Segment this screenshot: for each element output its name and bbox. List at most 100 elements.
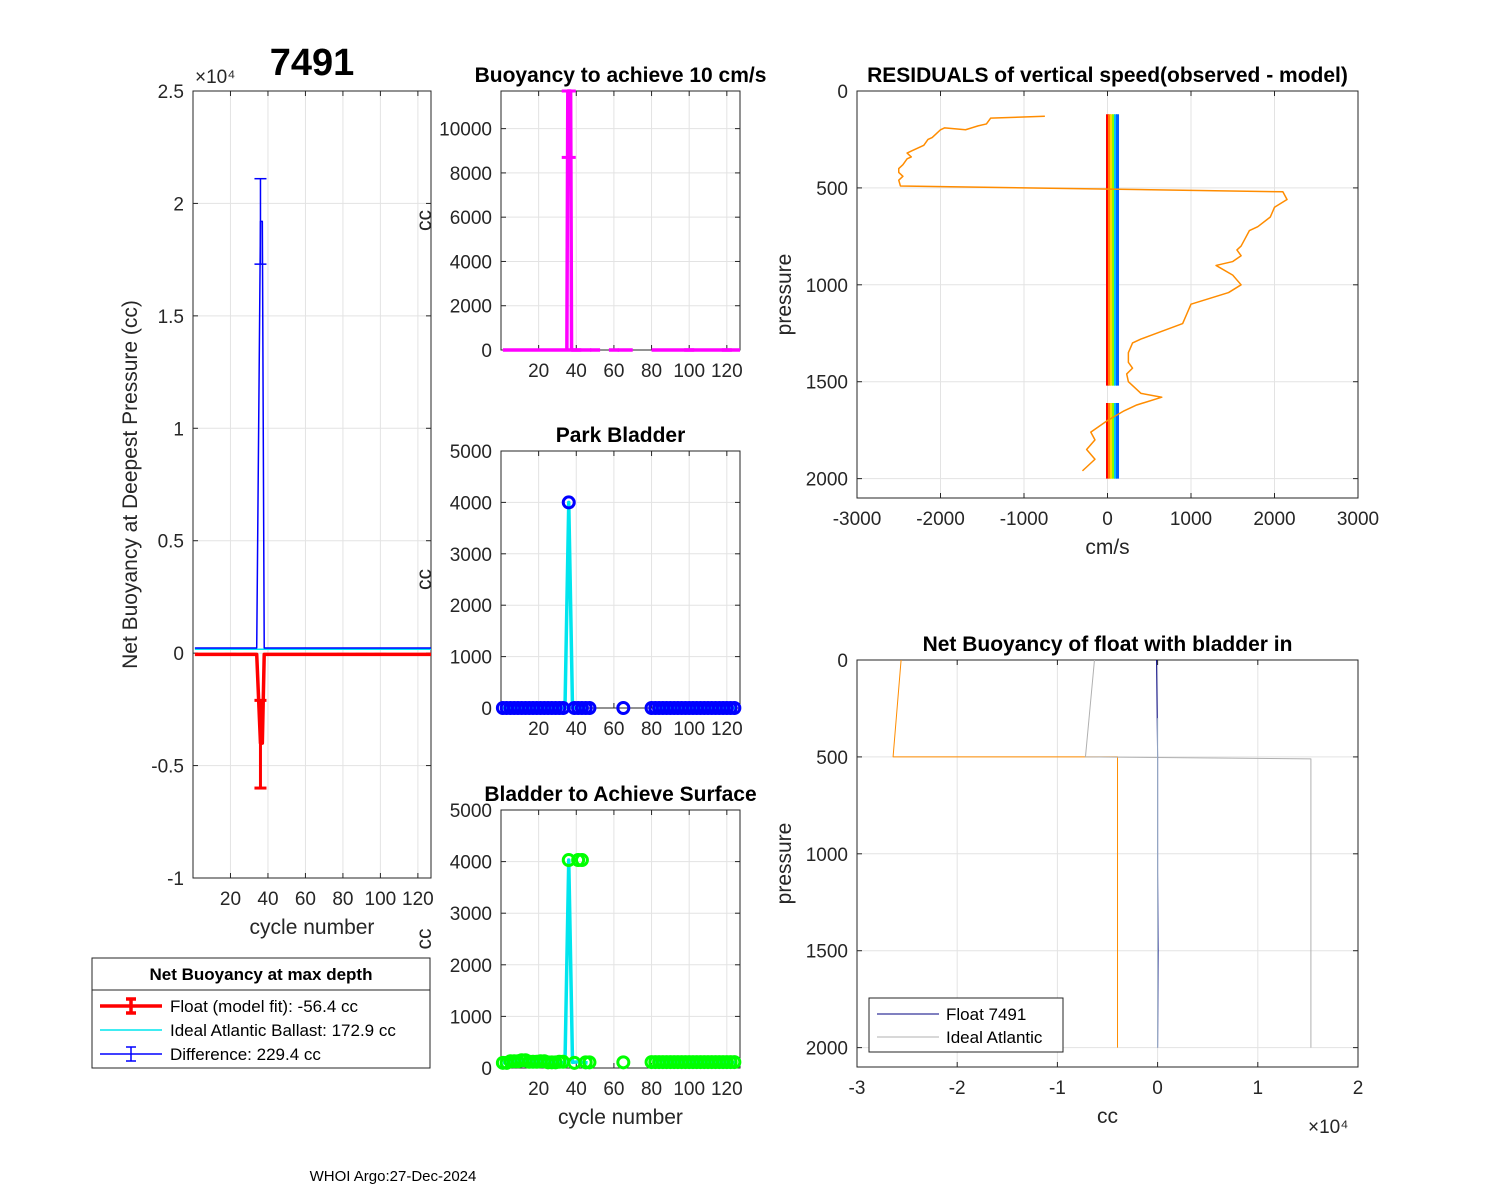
x-tick-label: 0 xyxy=(1152,1078,1163,1099)
axes-residuals: -3000 -2000 -1000 0 1000 2000 3000 0 500 1000 1500… xyxy=(773,64,1379,559)
y-tick-label: 2000 xyxy=(450,297,492,318)
y-axis-label: cc xyxy=(413,210,436,231)
x-axis-label: cm/s xyxy=(1085,536,1129,559)
x-tick-label: 120 xyxy=(711,361,743,382)
y-tick-label: 0.5 xyxy=(158,532,184,553)
axes-net_buoyancy_deepest: 20 40 60 80 100 120 -1 -0.5 0 0.5 1 1.5 2 2.5 cycle nu… xyxy=(119,67,434,939)
axes-bladder_surface: 20 40 60 80 100 120 0 1000 2000 3000 4000 5000Bladd… xyxy=(413,783,757,1129)
y-tick-label: 2000 xyxy=(450,596,492,617)
footer-text: WHOI Argo:27-Dec-2024 xyxy=(310,1168,477,1185)
x-tick-label: 20 xyxy=(220,889,241,910)
profile-line xyxy=(1084,659,1312,1048)
chart-title: Net Buoyancy of float with bladder in xyxy=(923,633,1293,656)
bladder-marker xyxy=(582,1055,597,1070)
y-tick-label: -0.5 xyxy=(151,757,184,778)
axes-net_buoyancy_bladder_in: -3 -2 -1 0 1 2 0 500 1000 1500 2000 Net Buoyancy of… xyxy=(773,633,1363,1138)
x-tick-label: 60 xyxy=(295,889,316,910)
x-axis-label: cycle number xyxy=(250,916,375,939)
x-tick-label: 40 xyxy=(566,1079,587,1100)
x-tick-label: 80 xyxy=(332,889,353,910)
x-tick-label: -2 xyxy=(949,1078,966,1099)
y-tick-label: 1000 xyxy=(806,845,848,866)
y-tick-label: 1500 xyxy=(806,942,848,963)
x-tick-label: 20 xyxy=(528,719,549,740)
x-tick-label: 1000 xyxy=(1170,509,1212,530)
profile-line xyxy=(892,659,1119,1048)
chart-title: Bladder to Achieve Surface xyxy=(484,783,756,806)
plot-background xyxy=(193,91,431,878)
series-float-line xyxy=(194,652,431,745)
legend-bladder-in: Float 7491 Ideal Atlantic xyxy=(868,997,1064,1053)
y-tick-label: 8000 xyxy=(450,164,492,185)
y-exponent-label: ×10⁴ xyxy=(195,67,235,88)
y-tick-label: 500 xyxy=(816,748,848,769)
x-tick-label: 20 xyxy=(528,1079,549,1100)
plot-frame xyxy=(856,659,1359,1068)
plot-frame xyxy=(192,90,432,879)
axes-park_bladder: 20 40 60 80 100 120 0 1000 2000 3000 4000 5000 Park … xyxy=(413,424,743,740)
y-axis-label: cc xyxy=(413,569,436,590)
x-axis-label: cycle number xyxy=(558,1106,683,1129)
x-tick-label: 60 xyxy=(603,719,624,740)
y-tick-label: 1.5 xyxy=(158,307,184,328)
legend-label: Float 7491 xyxy=(946,1005,1026,1024)
x-tick-label: 100 xyxy=(673,719,705,740)
legend-label: Ideal Atlantic Ballast: 172.9 cc xyxy=(170,1021,396,1040)
y-tick-label: 6000 xyxy=(450,208,492,229)
bladder-marker xyxy=(561,495,576,510)
x-tick-label: 3000 xyxy=(1337,509,1379,530)
x-tick-label: 40 xyxy=(257,889,278,910)
bladder-marker xyxy=(616,1055,631,1070)
x-tick-label: 40 xyxy=(566,361,587,382)
y-axis-label: pressure xyxy=(773,823,796,905)
y-tick-label: 5000 xyxy=(450,442,492,463)
y-tick-label: 0 xyxy=(481,341,492,362)
y-tick-label: 1 xyxy=(173,419,184,440)
bladder-marker xyxy=(582,701,597,715)
plot-background xyxy=(501,451,740,708)
bladder-marker xyxy=(561,853,576,868)
y-tick-label: 4000 xyxy=(450,493,492,514)
legend-label: Difference: 229.4 cc xyxy=(170,1045,321,1064)
chart-title: Buoyancy to achieve 10 cm/s xyxy=(475,64,767,87)
axes-buoyancy_10cms: 20 40 60 80 100 120 0 2000 4000 6000 8000 10000 Buoy… xyxy=(413,64,766,382)
plot-background xyxy=(501,810,740,1068)
y-tick-label: 2 xyxy=(173,194,184,215)
x-tick-label: 40 xyxy=(566,719,587,740)
bladder-marker xyxy=(727,1055,742,1070)
y-tick-label: 500 xyxy=(816,179,848,200)
x-tick-label: 20 xyxy=(528,361,549,382)
x-tick-label: -2000 xyxy=(916,509,965,530)
y-tick-label: 4000 xyxy=(450,853,492,874)
y-tick-label: 2.5 xyxy=(158,82,184,103)
legend-label: Float (model fit): -56.4 cc xyxy=(170,997,359,1016)
y-tick-label: 1500 xyxy=(806,373,848,394)
y-tick-label: 0 xyxy=(173,644,184,665)
legend-box xyxy=(91,957,431,1069)
plot-frame xyxy=(856,90,1359,499)
bladder-marker xyxy=(727,701,742,715)
x-tick-label: 0 xyxy=(1102,509,1113,530)
plot-background xyxy=(501,91,740,350)
y-tick-label: 0 xyxy=(481,699,492,720)
y-tick-label: 10000 xyxy=(439,120,492,141)
y-tick-label: 2000 xyxy=(806,470,848,491)
series-difference-line xyxy=(194,220,431,649)
y-tick-label: 1000 xyxy=(450,1007,492,1028)
y-tick-label: -1 xyxy=(167,869,184,890)
legend-label: Ideal Atlantic xyxy=(946,1028,1043,1047)
x-tick-label: 120 xyxy=(711,1079,743,1100)
y-tick-label: 4000 xyxy=(450,252,492,273)
x-tick-label: -3 xyxy=(849,1078,866,1099)
y-tick-label: 1000 xyxy=(450,648,492,669)
x-tick-label: 100 xyxy=(673,361,705,382)
chart-title: Park Bladder xyxy=(556,424,686,447)
x-tick-label: 2 xyxy=(1353,1078,1364,1099)
y-tick-label: 5000 xyxy=(450,801,492,822)
x-tick-label: 120 xyxy=(711,719,743,740)
legend-box xyxy=(868,997,1064,1053)
x-exponent-label: ×10⁴ xyxy=(1308,1117,1348,1138)
y-tick-label: 3000 xyxy=(450,904,492,925)
